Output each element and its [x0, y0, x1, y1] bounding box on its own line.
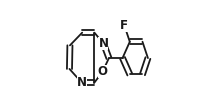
Text: F: F: [120, 19, 128, 32]
Text: N: N: [77, 76, 87, 89]
Text: N: N: [98, 37, 108, 50]
Text: O: O: [98, 65, 108, 78]
